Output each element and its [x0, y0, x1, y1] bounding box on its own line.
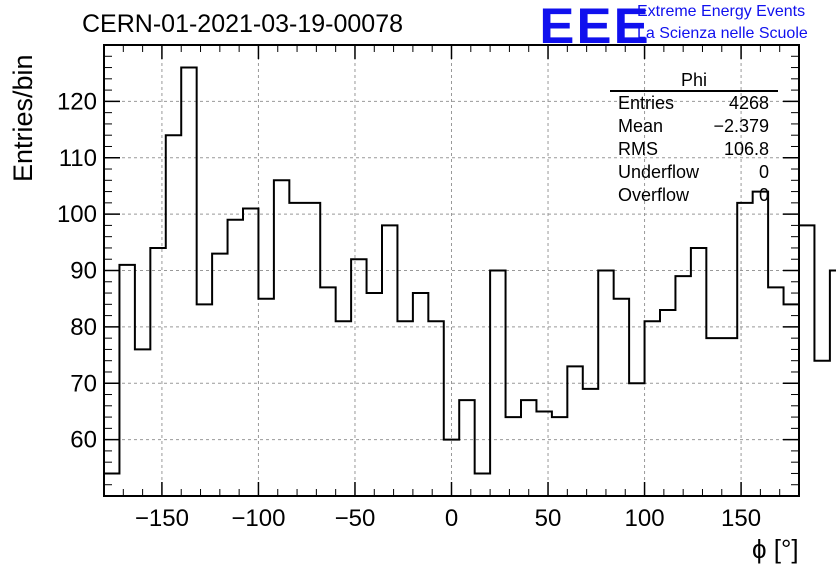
eee-logo: EEE — [539, 0, 651, 54]
stats-row-overflow: Overflow 0 — [610, 184, 778, 207]
stats-value: 0 — [758, 162, 769, 182]
x-tick-label: 100 — [625, 505, 665, 532]
histogram-bin — [567, 366, 582, 496]
x-tick-label: −150 — [135, 505, 189, 532]
histogram-bin — [629, 383, 644, 496]
histogram-bin — [614, 299, 629, 496]
tick-labels: −150 −100 −50 0 50 100 150 60 70 80 90 100 110 120 — [57, 88, 761, 532]
stats-label: Overflow — [618, 185, 690, 205]
stats-value: 106.8 — [723, 139, 769, 159]
stats-label: RMS — [618, 139, 658, 159]
histogram-bin — [675, 276, 690, 496]
histogram-bin — [351, 259, 366, 496]
stats-label: Underflow — [618, 162, 700, 182]
y-tick-label: 80 — [70, 314, 97, 341]
histogram-bin — [444, 440, 459, 496]
stats-row-rms: RMS 106.8 — [610, 138, 778, 161]
y-axis-label: Entries/bin — [8, 54, 38, 182]
histogram-bin — [706, 338, 721, 496]
stats-row-underflow: Underflow 0 — [610, 161, 778, 184]
histogram-bin — [506, 417, 521, 496]
histogram-bin — [289, 203, 304, 496]
histogram-bin — [258, 299, 273, 496]
histogram-bin — [150, 248, 165, 496]
stats-row-entries: Entries 4268 — [610, 92, 778, 115]
histogram-bin — [768, 287, 783, 496]
chart-title: CERN-01-2021-03-19-00078 — [82, 10, 404, 38]
stats-value: −2.379 — [713, 116, 769, 136]
y-tick-label: 110 — [59, 145, 97, 172]
logo-line-2: La Scienza nelle Scuole — [637, 25, 808, 42]
histogram-bin — [228, 220, 243, 496]
y-tick-label: 60 — [70, 427, 97, 454]
x-tick-label: 0 — [445, 505, 458, 532]
histogram-bin — [428, 321, 443, 496]
histogram-bin — [645, 321, 660, 496]
histogram-bin — [598, 271, 613, 497]
histogram-bin — [521, 400, 536, 496]
histogram-bin — [104, 473, 119, 496]
grid-lines — [104, 45, 799, 496]
histogram-bin — [722, 338, 737, 496]
stats-box: Phi Entries 4268 Mean −2.379 RMS 106.8 U… — [610, 70, 778, 207]
x-tick-label: −100 — [231, 505, 285, 532]
x-axis-label: ϕ [°] — [752, 534, 799, 564]
histogram-bin — [660, 310, 675, 496]
stats-value: 4268 — [728, 93, 769, 113]
stats-label: Mean — [618, 116, 664, 136]
plot-frame — [103, 44, 800, 497]
histogram-bin — [799, 225, 814, 496]
histogram-bin — [490, 271, 505, 497]
histogram-bin — [753, 192, 768, 496]
x-tick-label: 50 — [535, 505, 562, 532]
histogram-bin — [197, 304, 212, 496]
y-tick-label: 70 — [70, 370, 97, 397]
y-tick-label: 100 — [57, 201, 97, 228]
logo-line-1: Extreme Energy Events — [637, 3, 806, 20]
histogram-bin — [397, 321, 412, 496]
histogram-bin — [243, 208, 258, 496]
x-tick-label: −50 — [335, 505, 376, 532]
histogram-bin — [536, 411, 551, 496]
histogram-bin — [119, 265, 134, 496]
y-tick-label: 120 — [57, 88, 97, 115]
histogram-bin — [459, 400, 474, 496]
histogram-bin — [475, 473, 490, 496]
y-tick-label: 90 — [70, 258, 97, 285]
histogram-bin — [305, 203, 320, 496]
histogram-bin — [336, 321, 351, 496]
histogram-bin — [691, 248, 706, 496]
histogram-bin — [367, 293, 382, 496]
axis-ticks — [104, 45, 799, 496]
histogram-bin — [784, 304, 799, 496]
histogram-bin — [583, 389, 598, 496]
histogram-bin — [814, 361, 829, 496]
histogram-bin — [413, 293, 428, 496]
stats-title: Phi — [610, 70, 778, 92]
stats-value: 0 — [758, 185, 769, 205]
histogram-bin — [212, 254, 227, 496]
histogram-bin — [737, 203, 752, 496]
histogram-bin — [274, 180, 289, 496]
histogram-bin — [382, 225, 397, 496]
x-tick-label: 150 — [721, 505, 761, 532]
histogram-bin — [181, 68, 196, 496]
histogram-bin — [135, 349, 150, 496]
histogram-bin — [552, 417, 567, 496]
stats-row-mean: Mean −2.379 — [610, 115, 778, 138]
histogram-outline — [103, 66, 836, 496]
stats-label: Entries — [618, 93, 675, 113]
histogram-bin — [166, 135, 181, 496]
histogram-bin — [320, 287, 335, 496]
